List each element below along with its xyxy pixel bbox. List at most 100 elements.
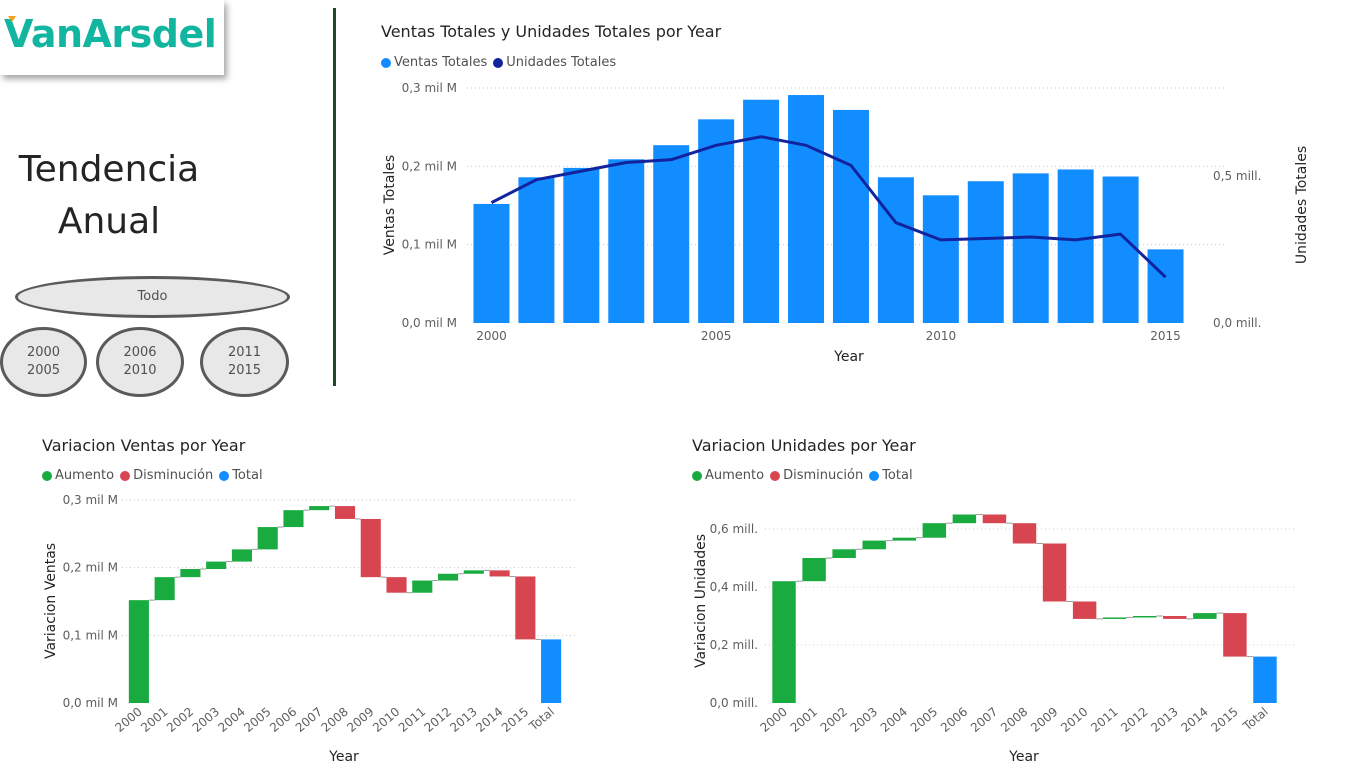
y-tick-label: 0,2 mill. <box>710 638 758 652</box>
bar-ventas-2008 <box>832 109 869 323</box>
waterfall-bar-2011 <box>412 580 433 593</box>
x-tick-label: 2003 <box>190 705 222 735</box>
waterfall-bar-2007 <box>982 514 1007 524</box>
bar-ventas-2004 <box>653 145 690 323</box>
waterfall-bar-2013 <box>1163 616 1187 619</box>
y-tick-label: 0,2 mil M <box>402 159 457 173</box>
slicer-2011-2015-button[interactable]: 2011 2015 <box>200 327 289 397</box>
legend-dot-icon <box>381 57 391 68</box>
x-tick-label: 2005 <box>241 705 273 735</box>
x-tick-label: 2000 <box>476 329 507 343</box>
legend-dot-icon <box>770 470 781 481</box>
bar-ventas-2015 <box>1147 249 1184 323</box>
legend-dot-icon <box>869 470 880 481</box>
waterfall-bar-2015 <box>515 576 536 640</box>
legend-item-aumento[interactable]: Aumento <box>692 468 764 483</box>
waterfall-bar-total <box>1253 656 1277 703</box>
legend-item-aumento[interactable]: Aumento <box>42 468 114 483</box>
slicer-range-start: 2000 <box>26 345 61 360</box>
legend-label: Disminución <box>783 468 864 483</box>
x-tick-label: 2004 <box>215 705 247 735</box>
waterfall-bar-2004 <box>231 549 252 562</box>
waterfall-bar-2001 <box>802 558 826 582</box>
x-tick-label: 2012 <box>1118 705 1150 735</box>
x-tick-label: 2008 <box>319 705 351 735</box>
x-tick-label: 2015 <box>1208 705 1240 735</box>
legend-label: Total <box>882 468 913 483</box>
x-tick-label: 2001 <box>788 705 820 735</box>
y-tick-label: 0,4 mill. <box>710 580 758 594</box>
legend-item-ventas-totales[interactable]: Ventas Totales <box>381 55 487 70</box>
legend-item-unidades-totales[interactable]: Unidades Totales <box>493 55 616 70</box>
bar-ventas-2014 <box>1102 176 1139 323</box>
bar-ventas-2002 <box>563 167 600 323</box>
legend-item-total[interactable]: Total <box>219 468 263 483</box>
slicer-2000-2005-button[interactable]: 2000 2005 <box>0 327 87 397</box>
x-tick-label: 2002 <box>818 705 850 735</box>
bar-ventas-2001 <box>518 177 555 323</box>
x-tick-label: 2007 <box>293 705 325 735</box>
x-tick-label: 2011 <box>1088 705 1120 735</box>
y-tick-label: 0,0 mil M <box>63 696 118 710</box>
page-title-line1: Tendencia <box>18 149 200 190</box>
chart-title-variacion-ventas: Variacion Ventas por Year <box>42 436 246 455</box>
waterfall-bar-2009 <box>360 518 381 578</box>
legend-variacion-unidades: Aumento Disminución Total <box>692 468 919 483</box>
waterfall-bar-2005 <box>922 523 947 538</box>
x-tick-label: 2005 <box>908 705 940 735</box>
bar-ventas-2011 <box>967 181 1004 323</box>
slicer-range-start: 2006 <box>123 345 157 360</box>
waterfall-bar-2007 <box>309 506 330 511</box>
waterfall-bar-2012 <box>1133 616 1157 618</box>
y-tick-label: 0,2 mil M <box>63 561 118 575</box>
waterfall-bar-2002 <box>832 549 856 558</box>
x-tick-label: 2005 <box>701 329 732 343</box>
slicer-2006-2010-button[interactable]: 2006 2010 <box>96 327 184 397</box>
y-tick-label: 0,3 mil M <box>402 81 457 95</box>
x-tick-label: 2014 <box>473 705 505 735</box>
bar-ventas-2012 <box>1012 173 1049 323</box>
y-tick-label: 0,3 mil M <box>63 493 118 507</box>
section-divider <box>333 8 336 386</box>
x-tick-label: 2010 <box>1058 705 1090 735</box>
x-tick-label: 2009 <box>344 705 376 735</box>
vanarsdel-logo: VanArsdel <box>4 12 217 56</box>
legend-item-total[interactable]: Total <box>869 468 913 483</box>
legend-dot-icon <box>219 470 230 481</box>
line-unidades-totales <box>490 135 1167 279</box>
x-tick-label: 2002 <box>164 705 196 735</box>
x-tick-label: 2015 <box>1150 329 1181 343</box>
waterfall-bar-2006 <box>283 510 304 528</box>
y-axis-title: Variacion Ventas <box>43 543 59 659</box>
y-tick-label: 0,0 mill. <box>710 696 758 710</box>
x-axis-title: Year <box>328 749 359 765</box>
waterfall-bar-total <box>541 639 562 703</box>
waterfall-bar-2008 <box>334 506 356 519</box>
slicer-range-end: 2015 <box>227 363 262 378</box>
legend-label: Disminución <box>133 468 214 483</box>
y2-axis-title: Unidades Totales <box>1294 146 1310 264</box>
waterfall-bar-2005 <box>257 527 278 550</box>
x-tick-label: 2013 <box>447 705 479 735</box>
y-tick-label: 0,1 mil M <box>402 238 457 252</box>
legend-label: Unidades Totales <box>506 55 617 70</box>
waterfall-bar-2012 <box>438 573 459 581</box>
waterfall-bar-2011 <box>1102 617 1127 619</box>
legend-variacion-ventas: Aumento Disminución Total <box>42 468 269 483</box>
legend-item-disminucion[interactable]: Disminución <box>120 468 213 483</box>
y-tick-label: 0,6 mill. <box>710 522 758 536</box>
legend-label: Aumento <box>55 468 115 483</box>
waterfall-bar-2014 <box>1193 613 1217 619</box>
slicer-range-start: 2011 <box>227 345 262 360</box>
y-axis-title: Ventas Totales <box>382 155 398 255</box>
legend-item-disminucion[interactable]: Disminución <box>770 468 863 483</box>
legend-label: Aumento <box>705 468 765 483</box>
bar-ventas-2000 <box>473 203 510 323</box>
waterfall-bar-2003 <box>206 561 227 570</box>
x-tick-label: 2007 <box>968 705 1000 735</box>
waterfall-bar-2010 <box>386 577 407 593</box>
x-tick-label: 2001 <box>138 705 170 735</box>
waterfall-bar-2006 <box>952 514 977 524</box>
slicer-todo-button[interactable]: Todo <box>15 276 290 318</box>
x-tick-label: 2008 <box>998 705 1030 735</box>
